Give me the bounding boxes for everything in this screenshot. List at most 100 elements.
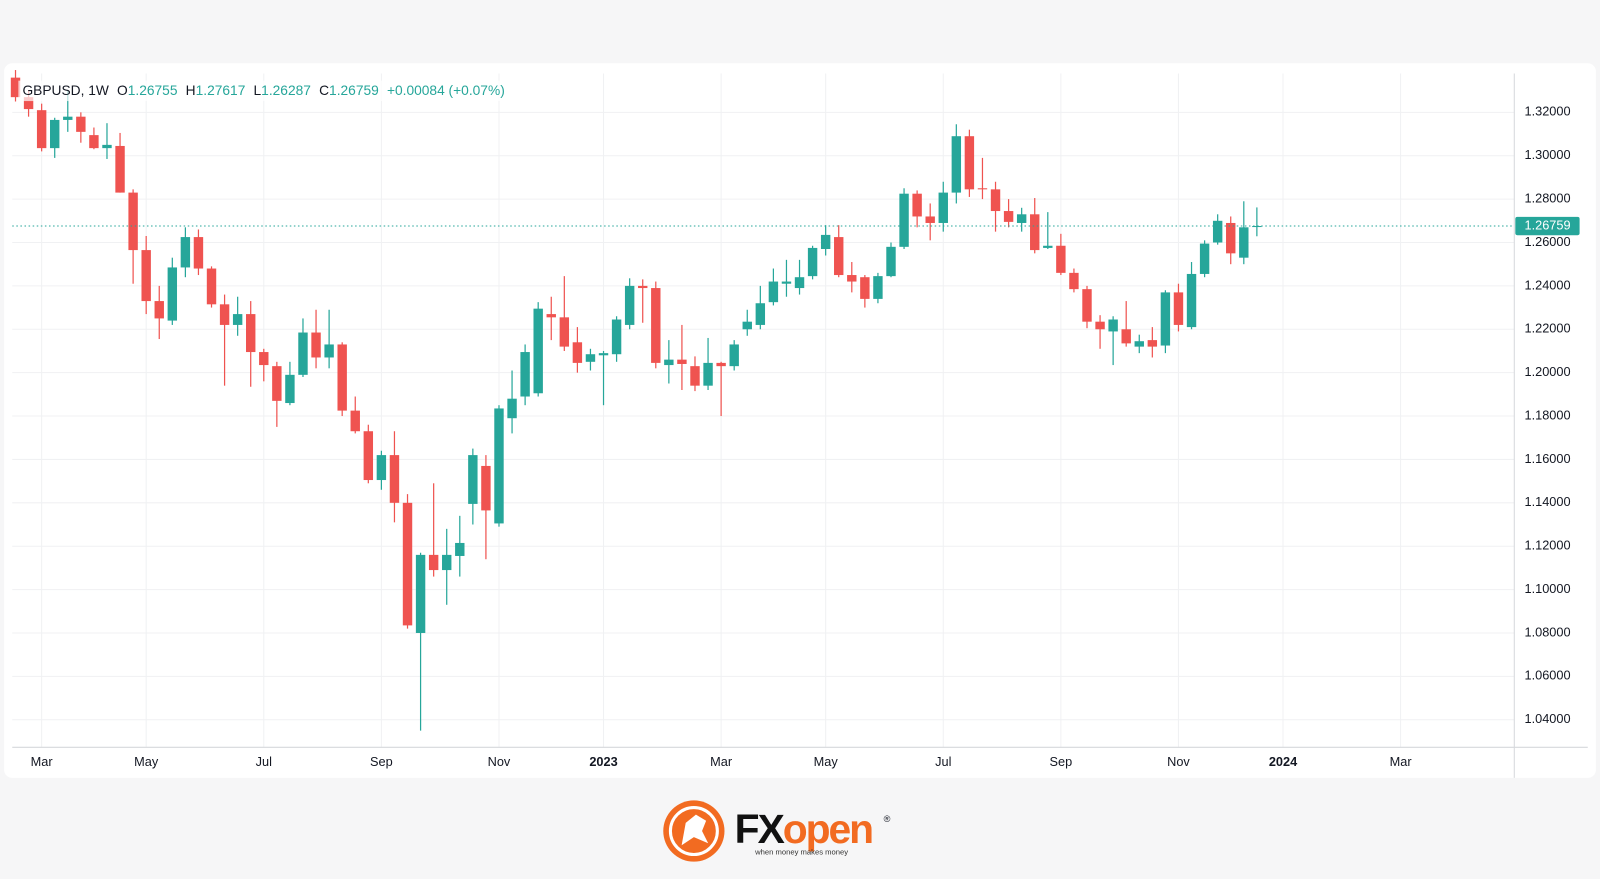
x-tick-label: Jul <box>935 754 951 769</box>
body <box>729 344 739 367</box>
body <box>925 216 935 223</box>
body <box>50 119 60 149</box>
x-tick-label: Sep <box>370 754 393 769</box>
logo-open: open <box>783 806 872 852</box>
logo-fx: FX <box>735 806 785 852</box>
candles <box>10 70 1515 731</box>
open-value: 1.26755 <box>128 82 178 97</box>
close-key: C <box>319 82 329 97</box>
body <box>1134 341 1144 347</box>
body <box>977 188 988 190</box>
body <box>912 193 922 217</box>
y-tick-label: 1.04000 <box>1524 711 1570 726</box>
body <box>886 246 896 277</box>
body <box>755 303 766 325</box>
body <box>1016 214 1027 223</box>
body <box>664 359 674 366</box>
axes: 1.04000 1.06000 1.08000 1.10000 1.12000 1.140… <box>31 104 1580 769</box>
body <box>507 398 517 419</box>
body <box>1003 211 1014 222</box>
y-tick-label: 1.24000 <box>1524 277 1570 292</box>
body <box>546 314 556 318</box>
y-tick-label: 1.22000 <box>1524 321 1570 336</box>
change: +0.00084 (+0.07%) <box>387 82 505 97</box>
body <box>442 554 452 571</box>
body <box>820 234 831 250</box>
body <box>807 247 818 277</box>
body <box>690 366 700 386</box>
body <box>193 237 204 269</box>
x-tick-label: 2023 <box>589 754 617 769</box>
logo: FXopen ® when money makes money <box>663 800 891 862</box>
body <box>611 319 622 355</box>
body <box>533 308 543 394</box>
body <box>167 267 178 321</box>
body <box>76 116 86 132</box>
body <box>468 455 478 504</box>
x-tick-label: May <box>134 754 159 769</box>
body <box>1186 273 1197 328</box>
low-key: L <box>254 82 262 97</box>
x-tick-label: Mar <box>31 754 54 769</box>
low-value: 1.26287 <box>261 82 311 97</box>
body <box>115 145 125 193</box>
body <box>1108 319 1118 332</box>
body <box>36 110 47 149</box>
body <box>585 354 596 362</box>
body <box>716 362 726 367</box>
legend: GBPUSD, 1W O1.26755 H1.27617 L1.26287 C1.267… <box>22 82 504 97</box>
body <box>219 304 230 325</box>
symbol: GBPUSD, 1W <box>22 82 108 97</box>
body <box>376 455 387 481</box>
body <box>415 554 426 633</box>
body <box>102 144 112 149</box>
body <box>494 408 504 524</box>
body <box>768 281 779 303</box>
body <box>638 285 648 289</box>
body <box>1212 220 1223 243</box>
body <box>1173 292 1184 325</box>
y-tick-label: 1.08000 <box>1524 624 1570 639</box>
body <box>572 342 583 363</box>
body <box>389 455 400 503</box>
body <box>938 192 948 223</box>
body <box>1199 243 1210 274</box>
x-tick-label: Sep <box>1050 754 1073 769</box>
body <box>63 116 73 120</box>
last-price-box <box>1515 216 1580 236</box>
body <box>1252 226 1262 228</box>
x-tick-label: Nov <box>488 754 511 769</box>
x-tick-label: Jul <box>256 754 272 769</box>
body <box>624 285 635 325</box>
body <box>651 288 661 363</box>
body <box>964 136 975 190</box>
y-tick-label: 1.10000 <box>1524 581 1570 596</box>
body <box>298 332 308 375</box>
high-value: 1.27617 <box>196 82 246 97</box>
body <box>1095 321 1105 330</box>
body <box>520 352 530 397</box>
body <box>990 189 1001 212</box>
body <box>1226 222 1236 254</box>
body <box>89 135 99 149</box>
body <box>154 301 164 319</box>
body <box>742 321 752 330</box>
body <box>23 97 34 110</box>
body <box>677 359 687 364</box>
body <box>337 344 347 411</box>
y-tick-label: 1.28000 <box>1524 190 1570 205</box>
y-tick-label: 1.12000 <box>1524 538 1570 553</box>
body <box>1069 272 1079 290</box>
close-value: 1.26759 <box>329 82 379 97</box>
y-tick-label: 1.26000 <box>1524 234 1570 249</box>
body <box>598 353 609 356</box>
body <box>350 410 360 432</box>
body <box>272 366 282 401</box>
body <box>402 502 413 626</box>
body <box>206 268 217 305</box>
body <box>781 281 792 284</box>
high-key: H <box>186 82 196 97</box>
body <box>1147 340 1158 347</box>
logo-registered: ® <box>884 814 891 824</box>
